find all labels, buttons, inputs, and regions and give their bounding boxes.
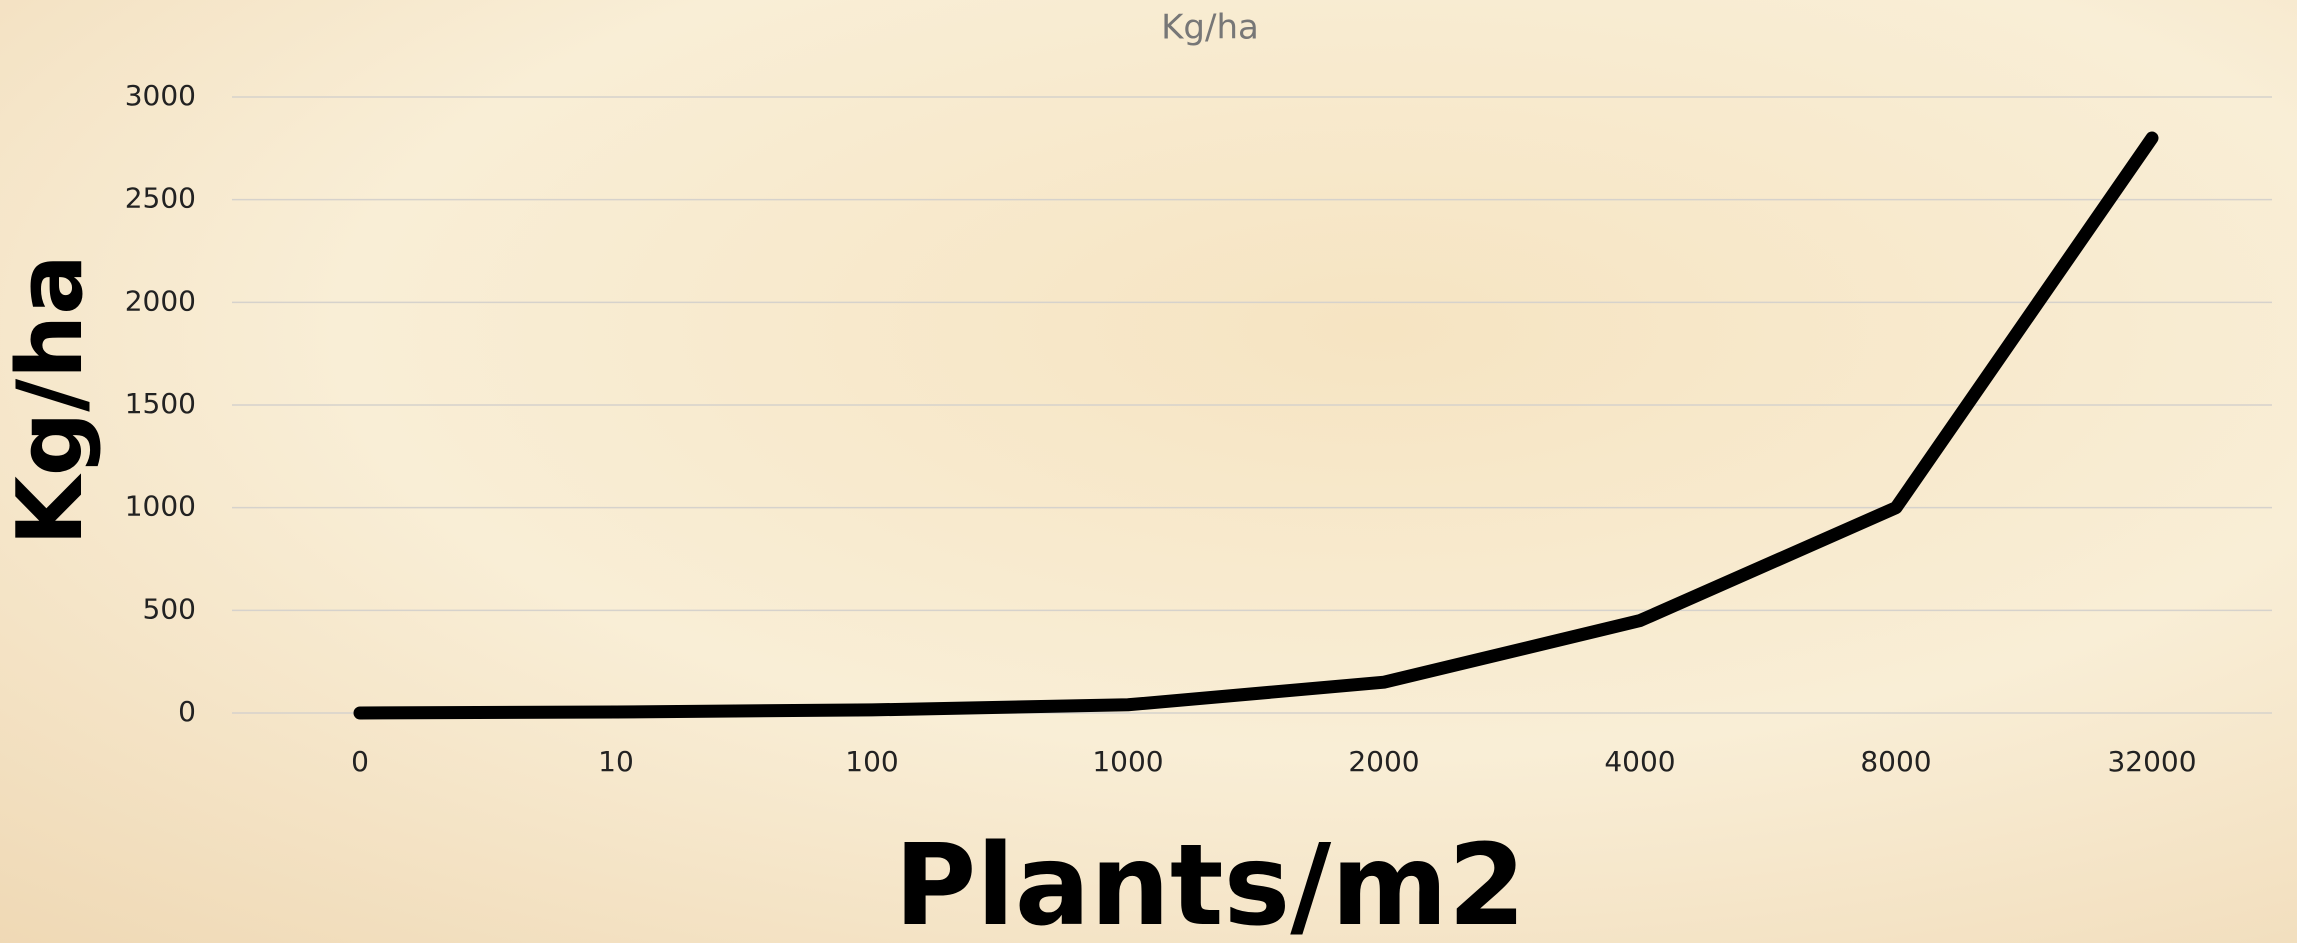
- y-tick-label: 2000: [125, 284, 196, 317]
- y-tick-label: 2500: [125, 182, 196, 215]
- x-tick-label: 100: [845, 745, 898, 778]
- y-axis-label: Kg/ha: [0, 254, 103, 546]
- y-tick-label: 3000: [125, 79, 196, 112]
- chart-title: Kg/ha: [1161, 8, 1259, 48]
- x-tick-label: 10: [598, 745, 634, 778]
- page: Kg/ha Kg/ha Plants/m2 050010001500200025…: [0, 0, 2297, 943]
- x-tick-label: 8000: [1860, 745, 1931, 778]
- y-tick-label: 500: [143, 592, 196, 625]
- y-tick-label: 1000: [125, 490, 196, 523]
- chart: Kg/ha Kg/ha Plants/m2 050010001500200025…: [0, 0, 2297, 943]
- x-axis-label: Plants/m2: [894, 821, 1526, 943]
- y-tick-label: 1500: [125, 387, 196, 420]
- x-tick-label: 32000: [2107, 745, 2196, 778]
- background: [0, 0, 2297, 943]
- x-tick-label: 4000: [1604, 745, 1675, 778]
- y-tick-label: 0: [178, 695, 196, 728]
- x-tick-label: 1000: [1092, 745, 1163, 778]
- x-tick-label: 2000: [1348, 745, 1419, 778]
- x-tick-label: 0: [351, 745, 369, 778]
